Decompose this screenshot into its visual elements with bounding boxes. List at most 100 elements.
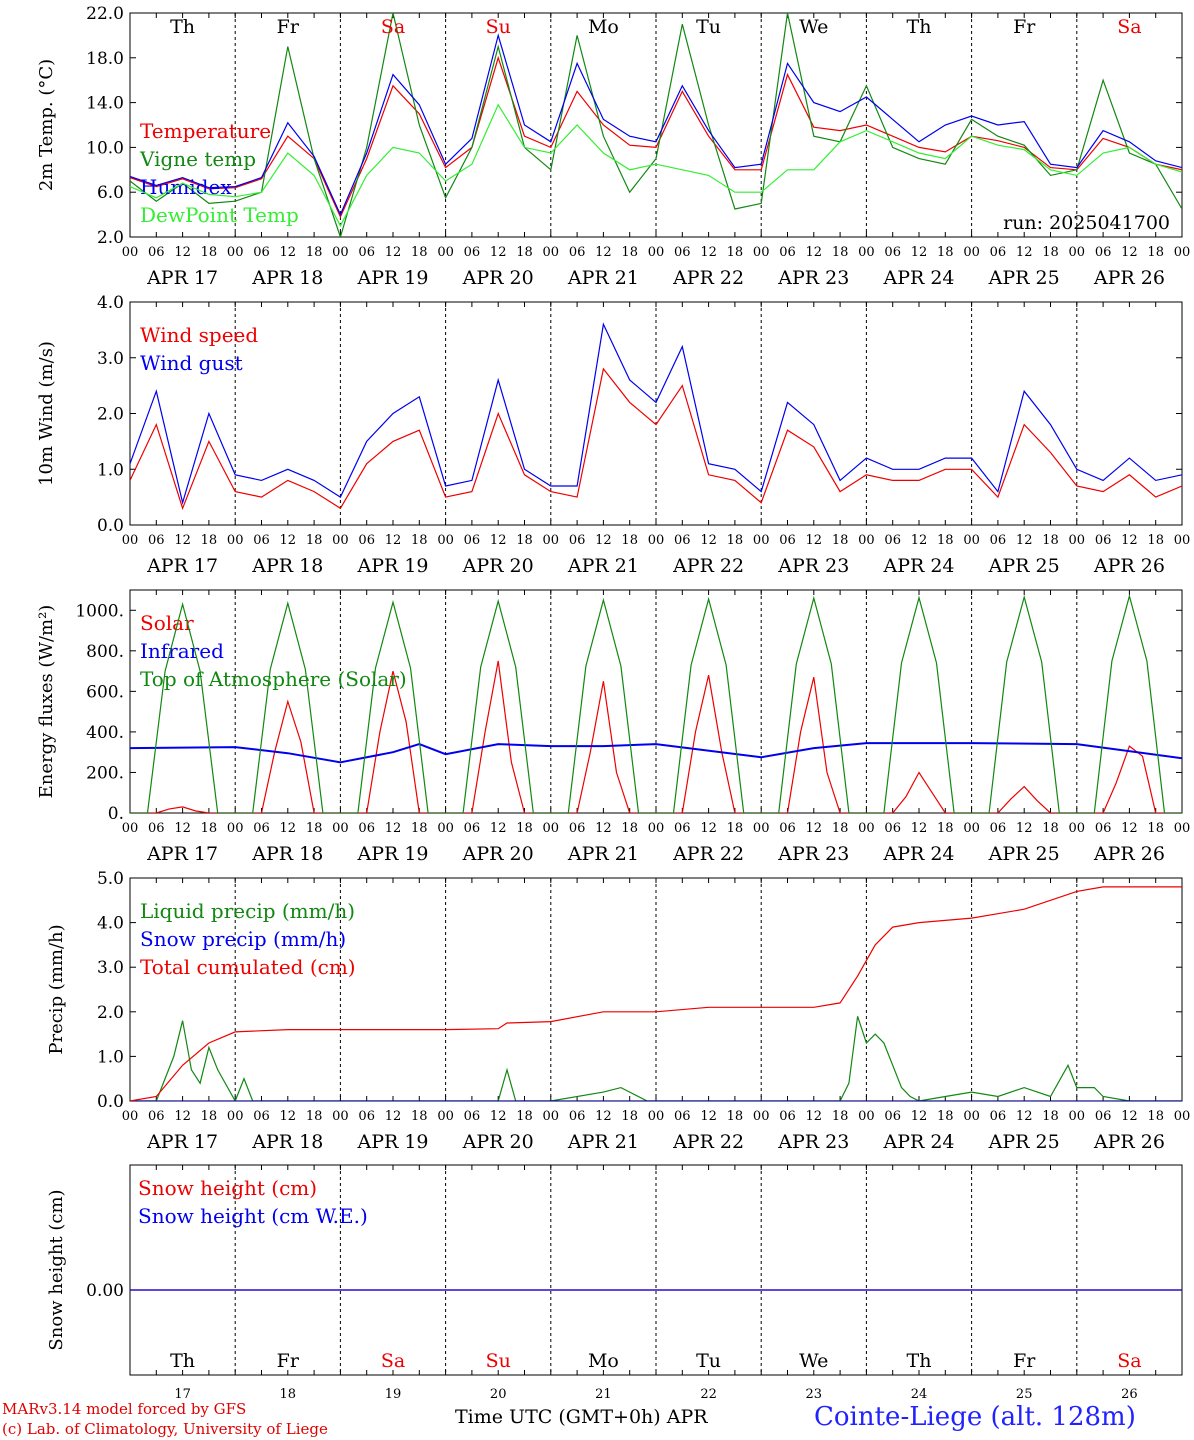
date-label: APR 23 [777, 843, 849, 865]
date-label: APR 18 [251, 843, 323, 865]
panel-5: 0.00 Snow height (cm) Snow height (cm) Snow… [46, 1164, 1183, 1376]
hour-tick-label: 06 [253, 821, 270, 836]
hour-tick-label: 06 [674, 821, 691, 836]
hour-tick-label: 12 [700, 245, 717, 260]
hour-tick-label: 12 [911, 1109, 928, 1124]
legend-entry: Wind gust [140, 351, 243, 375]
hour-tick-label: 12 [595, 1109, 612, 1124]
y-tick-label: 0. [108, 804, 124, 824]
y-tick-label: 200. [86, 763, 124, 783]
date-label: APR 24 [882, 1131, 954, 1153]
series-line [130, 660, 1182, 813]
weekday-label: Th [170, 16, 195, 38]
hour-tick-label: 12 [490, 245, 507, 260]
y-axis-label: 2m Temp. (°C) [36, 59, 57, 191]
date-label: APR 22 [672, 1131, 744, 1153]
y-tick-label: 0.0 [97, 516, 124, 536]
hour-tick-label: 00 [332, 821, 349, 836]
hour-tick-label: 12 [174, 1109, 191, 1124]
weekday-label: Tu [696, 16, 721, 38]
date-label: APR 21 [567, 843, 639, 865]
station-name: Cointe-Liege (alt. 128m) [814, 1402, 1136, 1432]
hour-tick-label: 06 [990, 533, 1007, 548]
panel-3: 0. 200. 400. 600. 800. 1000. Energy fluxes (W/… [36, 589, 1190, 865]
date-label: APR 24 [882, 843, 954, 865]
y-tick-label: 2.0 [97, 405, 124, 425]
hour-tick-label: 18 [621, 1109, 638, 1124]
hour-tick-label: 06 [358, 533, 375, 548]
series-line [130, 103, 1182, 228]
y-tick-label: 800. [86, 642, 124, 662]
hour-tick-label: 00 [122, 533, 139, 548]
hour-tick-label: 06 [674, 245, 691, 260]
day-number-label: 25 [1016, 1387, 1033, 1402]
series-line [130, 886, 1182, 1101]
hour-tick-label: 12 [806, 1109, 823, 1124]
day-number-label: 21 [595, 1387, 612, 1402]
hour-tick-label: 12 [174, 245, 191, 260]
weekday-label: Su [486, 16, 511, 38]
hour-tick-label: 12 [700, 821, 717, 836]
legend-entry: Temperature [140, 119, 271, 143]
hour-tick-label: 00 [1069, 533, 1086, 548]
y-axis-label: Snow height (cm) [46, 1189, 67, 1350]
legend-entry: DewPoint Temp [140, 203, 299, 227]
y-tick-label: 600. [86, 682, 124, 702]
y-tick-label: 4.0 [97, 914, 124, 934]
hour-tick-label: 06 [779, 533, 796, 548]
hour-tick-label: 18 [727, 245, 744, 260]
hour-tick-label: 06 [464, 245, 481, 260]
hour-tick-label: 18 [1147, 533, 1164, 548]
hour-tick-label: 00 [963, 533, 980, 548]
weekday-label: Tu [696, 1350, 721, 1372]
hour-tick-label: 06 [358, 245, 375, 260]
date-label: APR 19 [356, 267, 428, 289]
date-label: APR 25 [988, 843, 1060, 865]
hour-tick-label: 18 [516, 245, 533, 260]
date-label: APR 17 [146, 267, 218, 289]
weekday-label: We [799, 16, 828, 38]
hour-tick-label: 18 [832, 1109, 849, 1124]
hour-tick-label: 12 [280, 533, 297, 548]
hour-tick-label: 06 [464, 821, 481, 836]
hour-tick-label: 06 [779, 821, 796, 836]
date-label: APR 21 [567, 555, 639, 577]
legend-entry: Wind speed [140, 323, 258, 347]
legend-entry: Top of Atmosphere (Solar) [140, 667, 407, 691]
hour-tick-label: 06 [1095, 533, 1112, 548]
weekday-label: Fr [1013, 16, 1036, 38]
hour-tick-label: 12 [385, 245, 402, 260]
hour-tick-label: 18 [1042, 821, 1059, 836]
hour-tick-label: 06 [464, 1109, 481, 1124]
date-label: APR 25 [988, 1131, 1060, 1153]
y-axis-label: Precip (mm/h) [46, 924, 67, 1054]
hour-tick-label: 00 [858, 821, 875, 836]
date-label: APR 24 [882, 555, 954, 577]
day-number-label: 17 [174, 1387, 191, 1402]
y-tick-label: 6.0 [97, 183, 124, 203]
y-tick-label: 0.0 [97, 1092, 124, 1112]
series-line [130, 55, 1182, 219]
date-label: APR 20 [462, 843, 534, 865]
plot-frame [129, 301, 1183, 526]
hour-tick-label: 12 [1121, 821, 1138, 836]
day-number-label: 19 [385, 1387, 402, 1402]
y-tick-label: 1.0 [97, 1047, 124, 1067]
day-number-label: 26 [1121, 1387, 1138, 1402]
hour-tick-label: 06 [253, 533, 270, 548]
hour-tick-label: 06 [884, 821, 901, 836]
hour-tick-label: 06 [1095, 821, 1112, 836]
weekday-label: Mo [588, 1350, 619, 1372]
hour-tick-label: 18 [1042, 245, 1059, 260]
hour-tick-label: 06 [569, 533, 586, 548]
hour-tick-label: 18 [832, 245, 849, 260]
date-label: APR 26 [1093, 267, 1165, 289]
hour-tick-label: 18 [306, 1109, 323, 1124]
hour-tick-label: 18 [1147, 245, 1164, 260]
hour-tick-label: 00 [1174, 1109, 1191, 1124]
hour-tick-label: 12 [1016, 245, 1033, 260]
date-label: APR 19 [356, 555, 428, 577]
hour-tick-label: 12 [280, 821, 297, 836]
hour-tick-label: 06 [253, 245, 270, 260]
hour-tick-label: 12 [911, 821, 928, 836]
